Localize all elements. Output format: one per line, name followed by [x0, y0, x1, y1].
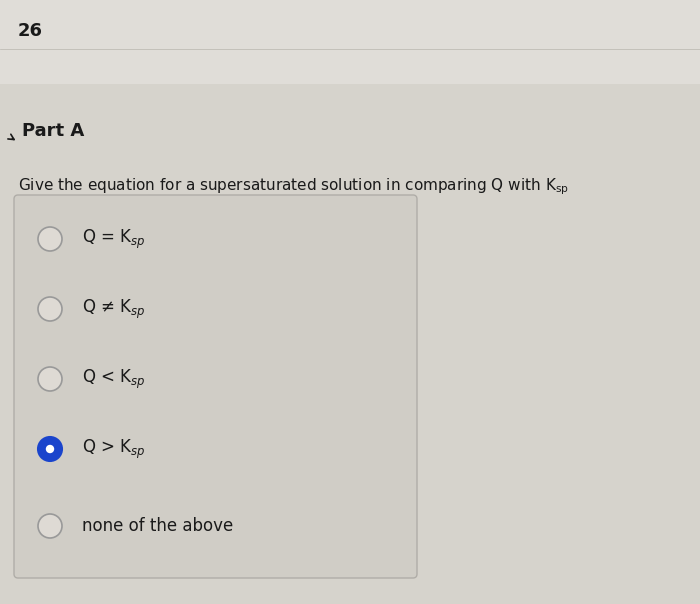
Text: none of the above: none of the above [82, 517, 233, 535]
Circle shape [46, 446, 53, 452]
Circle shape [38, 514, 62, 538]
Circle shape [38, 227, 62, 251]
Circle shape [38, 297, 62, 321]
Text: Q < K$_{sp}$: Q < K$_{sp}$ [82, 367, 146, 391]
FancyBboxPatch shape [14, 195, 417, 578]
Text: Q ≠ K$_{sp}$: Q ≠ K$_{sp}$ [82, 297, 146, 321]
Bar [0, 0, 700, 84]
Text: Q = K$_{sp}$: Q = K$_{sp}$ [82, 227, 146, 251]
Text: Part A: Part A [22, 122, 84, 140]
Text: Q > K$_{sp}$: Q > K$_{sp}$ [82, 437, 146, 461]
Text: 26: 26 [18, 22, 43, 40]
Circle shape [38, 367, 62, 391]
Circle shape [38, 437, 62, 461]
Text: Give the equation for a supersaturated solution in comparing Q with K$_\mathregu: Give the equation for a supersaturated s… [18, 176, 569, 196]
